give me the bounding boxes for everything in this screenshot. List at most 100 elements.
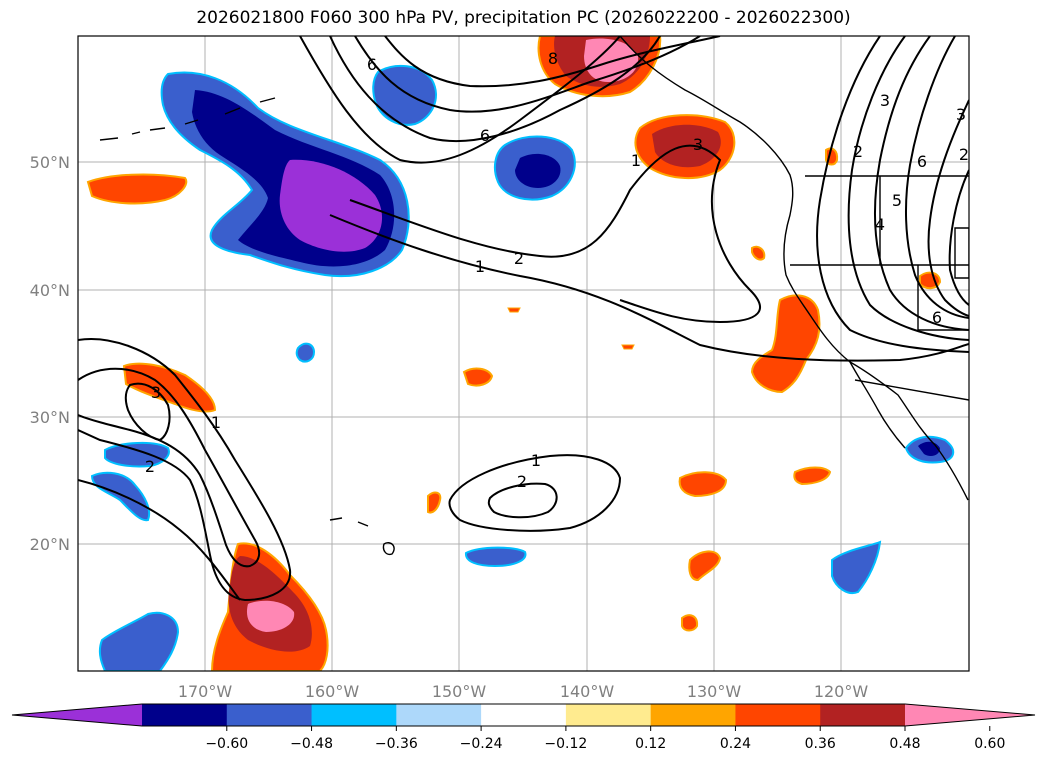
pos-area-small-3 <box>793 466 832 486</box>
colorbar-tick-label: −0.36 <box>375 736 418 752</box>
colorbar-segment <box>565 704 652 726</box>
contour-labels: 6 3 8 6 1 2 3 1 2 1 2 1 2 3 4 5 6 6 2 3 <box>145 49 969 491</box>
island-aleutians <box>99 97 276 141</box>
contour-label: 3 <box>151 383 161 402</box>
contour-2-main <box>349 144 761 324</box>
lon-label-140w: 140°W <box>560 682 615 701</box>
contour-label: 2 <box>853 142 863 161</box>
contour-label: 1 <box>531 451 541 470</box>
pos-area-hawaii-south-pink <box>246 600 295 632</box>
colorbar-segment <box>650 704 736 726</box>
contour-label: 4 <box>875 215 885 234</box>
border-state-2 <box>879 176 969 331</box>
coastline-baja <box>849 361 906 449</box>
pos-area-california <box>750 294 821 394</box>
neg-area-south-central <box>465 546 527 568</box>
contour-label: 6 <box>367 55 377 74</box>
colorbar-tick-label: −0.24 <box>460 736 503 752</box>
colorbar: −0.60 −0.48 −0.36 −0.24 −0.12 0.12 0.24 0.36 0.4… <box>11 703 1036 752</box>
contour-west-1 <box>78 338 292 602</box>
lon-label-150w: 150°W <box>432 682 487 701</box>
contour-east-5 <box>927 99 969 317</box>
coastline-alaska-pnw <box>619 36 969 501</box>
pos-area-small-10 <box>507 307 521 313</box>
lon-label-130w: 130°W <box>687 682 742 701</box>
contour-label: 2 <box>959 145 969 164</box>
pv-contours <box>78 36 969 602</box>
map-panel: 6 3 8 6 1 2 3 1 2 1 2 1 2 3 4 5 6 6 2 3 <box>77 35 970 672</box>
positive-fields <box>86 36 942 671</box>
contour-label: 6 <box>932 308 942 327</box>
contour-north-c <box>354 36 701 113</box>
negative-fields <box>90 64 955 671</box>
neg-area-small-1 <box>295 342 316 363</box>
coastlines <box>99 36 969 556</box>
colorbar-tick-label: −0.48 <box>290 736 333 752</box>
contour-south-2 <box>487 482 558 519</box>
contour-west-3-loop <box>124 382 171 442</box>
contour-east-1 <box>816 36 969 353</box>
pos-area-small-11 <box>621 344 635 350</box>
neg-area-southwest <box>98 611 180 671</box>
colorbar-segment <box>481 704 567 726</box>
neg-area-west-1 <box>104 441 170 468</box>
pos-area-small-7 <box>919 271 942 290</box>
border-us-mexico <box>854 379 969 401</box>
contour-west-3 <box>78 479 241 601</box>
map-frame <box>77 35 970 672</box>
contour-east-4 <box>905 36 969 319</box>
contour-label: 8 <box>548 49 558 68</box>
neg-area-gulf-central-core <box>515 153 561 188</box>
pos-area-west-coast-north <box>86 173 188 205</box>
pos-area-small-9 <box>751 245 766 261</box>
contour-label: 2 <box>145 457 155 476</box>
colorbar-segment <box>396 704 482 726</box>
colorbar-tick-label: −0.12 <box>544 736 587 752</box>
contour-north-d <box>384 36 721 88</box>
contour-label: 3 <box>880 91 890 110</box>
map-title: 2026021800 F060 300 hPa PV, precipitatio… <box>196 8 851 28</box>
colorbar-tick-label: 0.12 <box>635 736 666 752</box>
colorbar-extend-low <box>12 704 142 726</box>
pos-area-small-2 <box>678 471 728 498</box>
contour-south-1 <box>448 454 622 532</box>
border-state-3 <box>954 227 969 279</box>
colorbar-extend-high <box>905 704 1035 726</box>
colorbar-segment <box>311 704 397 726</box>
contour-label: 6 <box>917 152 927 171</box>
contour-label: 3 <box>693 135 703 154</box>
colorbar-tick-label: −0.60 <box>205 736 248 752</box>
neg-area-baja-south <box>831 540 882 594</box>
lat-label-30n: 30°N <box>30 408 70 427</box>
lat-label-20n: 20°N <box>30 535 70 554</box>
contour-label: 3 <box>956 105 966 124</box>
contour-label: 2 <box>514 249 524 268</box>
colorbar-segment <box>820 704 906 726</box>
lat-label-40n: 40°N <box>30 281 70 300</box>
pos-area-small-1 <box>462 367 494 387</box>
pos-area-small-6 <box>681 614 699 632</box>
contour-label: 5 <box>892 191 902 210</box>
colorbar-tick-label: 0.24 <box>720 736 751 752</box>
contour-west-2 <box>78 367 261 568</box>
neg-area-aleutian-peak <box>279 159 383 252</box>
colorbar-segment <box>142 704 228 726</box>
island-hawaii <box>329 517 395 556</box>
pos-area-small-4 <box>688 550 722 582</box>
neg-area-west-2 <box>90 471 151 522</box>
longitude-labels: 170°W 160°W 150°W 140°W 130°W 120°W <box>178 682 869 701</box>
contour-label: 1 <box>211 413 221 432</box>
contour-1-main <box>329 214 969 362</box>
latitude-labels: 50°N 40°N 30°N 20°N <box>30 153 70 554</box>
colorbar-tick-label: 0.48 <box>889 736 920 752</box>
contour-label: 2 <box>517 472 527 491</box>
colorbar-outline <box>11 703 1036 727</box>
lon-label-160w: 160°W <box>305 682 360 701</box>
lon-label-170w: 170°W <box>178 682 233 701</box>
colorbar-segment <box>735 704 821 726</box>
contour-north-b <box>329 36 661 142</box>
lat-label-50n: 50°N <box>30 153 70 172</box>
contour-label: 6 <box>480 126 490 145</box>
colorbar-tick-label: 0.36 <box>805 736 836 752</box>
contour-north-a <box>299 36 621 164</box>
